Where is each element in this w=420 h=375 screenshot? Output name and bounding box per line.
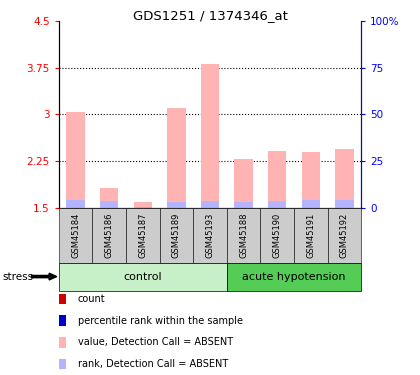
Text: GSM45189: GSM45189 xyxy=(172,213,181,258)
Bar xyxy=(302,152,320,208)
Bar xyxy=(268,151,286,208)
Bar xyxy=(234,202,253,208)
Text: control: control xyxy=(123,272,162,282)
Text: GSM45186: GSM45186 xyxy=(105,213,114,258)
Bar xyxy=(66,112,85,208)
Bar xyxy=(167,202,186,208)
Text: percentile rank within the sample: percentile rank within the sample xyxy=(78,316,243,326)
Bar xyxy=(201,64,219,208)
Bar xyxy=(201,201,219,208)
Bar xyxy=(302,200,320,208)
Text: GSM45187: GSM45187 xyxy=(138,213,147,258)
Text: acute hypotension: acute hypotension xyxy=(242,272,346,282)
Text: GSM45192: GSM45192 xyxy=(340,213,349,258)
Text: rank, Detection Call = ABSENT: rank, Detection Call = ABSENT xyxy=(78,359,228,369)
Bar xyxy=(100,201,118,208)
Text: GSM45193: GSM45193 xyxy=(205,213,215,258)
Bar xyxy=(134,207,152,208)
Bar xyxy=(234,159,253,208)
Bar xyxy=(100,188,118,208)
Text: stress: stress xyxy=(2,272,33,282)
Bar xyxy=(167,108,186,208)
Text: GSM45184: GSM45184 xyxy=(71,213,80,258)
Bar xyxy=(335,149,354,208)
Text: count: count xyxy=(78,294,105,304)
Text: GSM45190: GSM45190 xyxy=(273,213,282,258)
Text: GSM45191: GSM45191 xyxy=(306,213,315,258)
Text: GSM45188: GSM45188 xyxy=(239,213,248,258)
Bar xyxy=(268,201,286,208)
Text: GDS1251 / 1374346_at: GDS1251 / 1374346_at xyxy=(133,9,287,22)
Text: value, Detection Call = ABSENT: value, Detection Call = ABSENT xyxy=(78,338,233,347)
Bar xyxy=(335,200,354,208)
Bar xyxy=(66,200,85,208)
Bar xyxy=(134,202,152,208)
